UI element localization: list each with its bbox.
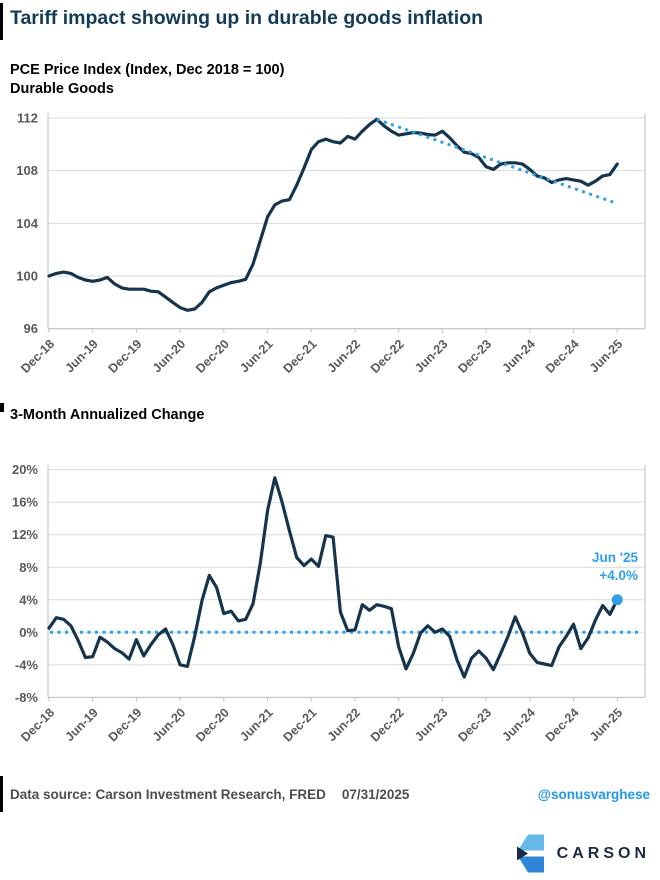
x-axis-label: Jun-20 — [150, 337, 188, 375]
chart2-title: 3-Month Annualized Change — [10, 407, 205, 423]
annualized-change-chart: Dec-18 Jun-19 Dec-19 Jun-20 Dec-20 Jun-21 Dec-… — [12, 462, 646, 745]
x-axis-label: Dec-19 — [106, 706, 145, 745]
x-axis-label: Dec-22 — [368, 337, 407, 376]
x-axis-label: Jun-21 — [237, 706, 275, 744]
x-axis-label: Jun-19 — [62, 337, 100, 375]
carson-logo: CARSON — [515, 833, 650, 874]
latest-point-marker — [611, 594, 623, 606]
y-axis-label: 16% — [12, 495, 38, 510]
page-title: Tariff impact showing up in durable good… — [10, 7, 484, 29]
x-axis-label: Jun-22 — [325, 706, 363, 744]
footer-left-rule — [0, 776, 3, 812]
x-axis-label: Jun-25 — [587, 337, 625, 375]
x-axis-label: Dec-19 — [106, 337, 145, 376]
y-axis-label: 104 — [16, 216, 38, 231]
y-axis-label: 4% — [19, 592, 38, 607]
x-axis-label: Dec-22 — [368, 706, 407, 745]
logo-top-chevron — [517, 834, 544, 851]
data-source-line: Data source: Carson Investment Research,… — [10, 787, 409, 802]
logo-center-arrow — [516, 846, 528, 861]
x-axis-label: Jun-19 — [62, 706, 100, 744]
y-axis-label: 12% — [12, 527, 38, 542]
x-axis-label: Dec-24 — [543, 706, 582, 745]
x-axis-label: Jun-22 — [325, 337, 363, 375]
y-axis-label: 100 — [16, 269, 38, 284]
x-axis-label: Jun-24 — [500, 337, 538, 375]
data-source-text: Data source: Carson Investment Research,… — [10, 787, 326, 802]
x-axis-label: Dec-20 — [193, 337, 232, 376]
latest-point-annotation: +4.0% — [599, 568, 638, 583]
x-axis-label: Dec-20 — [193, 706, 232, 745]
x-axis-label: Jun-23 — [412, 337, 450, 375]
x-axis-label: Jun-21 — [237, 337, 275, 375]
x-axis-label: Dec-18 — [18, 337, 57, 376]
trend-dotted-line — [376, 117, 618, 206]
y-axis-label: -8% — [15, 690, 39, 705]
x-axis-label: Jun-25 — [587, 706, 625, 744]
x-axis-label: Dec-23 — [455, 337, 494, 376]
chart1-subtitle: Durable Goods — [10, 81, 114, 97]
pce-index-chart: Dec-18 Jun-19 Dec-19 Jun-20 Dec-20 Jun-21 Dec-… — [16, 111, 646, 376]
carson-logo-text: CARSON — [556, 844, 650, 862]
x-axis-label: Dec-21 — [280, 706, 319, 745]
x-axis-label: Dec-23 — [455, 706, 494, 745]
y-axis-label: 108 — [16, 163, 38, 178]
as-of-date: 07/31/2025 — [341, 787, 410, 802]
y-axis-label: -4% — [15, 657, 39, 672]
x-axis-label: Jun-20 — [150, 706, 188, 744]
series-line — [47, 117, 619, 312]
y-axis-label: 8% — [19, 560, 38, 575]
y-axis-label: 0% — [19, 625, 38, 640]
chart1-title: PCE Price Index (Index, Dec 2018 = 100) — [10, 62, 285, 78]
x-axis-label: Dec-18 — [18, 706, 57, 745]
section2-left-mark — [0, 403, 4, 412]
carson-logo-icon — [516, 834, 544, 873]
x-axis-label: Jun-24 — [500, 706, 538, 744]
x-axis-label: Jun-23 — [412, 706, 450, 744]
x-axis-label: Dec-24 — [543, 337, 582, 376]
y-axis-label: 112 — [17, 111, 38, 126]
latest-point-annotation: Jun '25 — [592, 550, 638, 565]
y-axis-label: 20% — [12, 462, 38, 477]
social-handle: @sonusvarghese — [537, 787, 650, 802]
title-left-rule — [0, 3, 3, 40]
x-axis-label: Dec-21 — [280, 337, 319, 376]
logo-bottom-chevron — [517, 856, 544, 873]
series-line — [47, 476, 619, 679]
y-axis-label: 96 — [24, 321, 38, 336]
